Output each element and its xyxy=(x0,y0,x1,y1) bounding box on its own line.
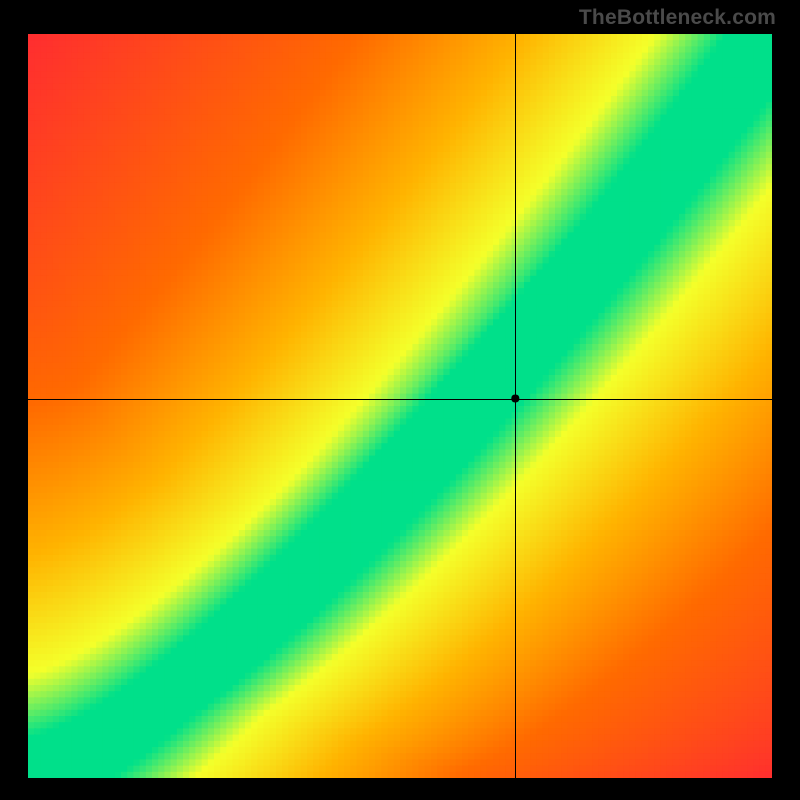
heatmap-canvas xyxy=(28,34,772,778)
watermark-text: TheBottleneck.com xyxy=(579,6,776,30)
heatmap-plot xyxy=(28,34,772,778)
